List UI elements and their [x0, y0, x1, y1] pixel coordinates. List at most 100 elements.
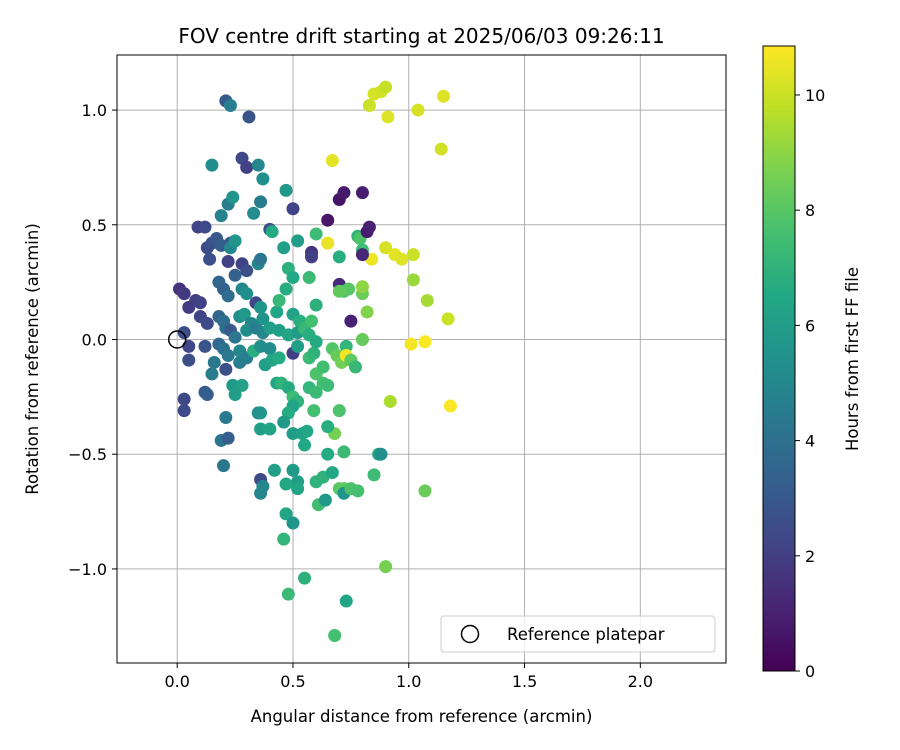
colorbar-tick-label: 6 — [805, 316, 815, 335]
x-axis-label: Angular distance from reference (arcmin) — [251, 707, 593, 726]
colorbar-tick-label: 10 — [805, 86, 825, 105]
legend-box — [440, 615, 716, 653]
data-point — [205, 367, 219, 381]
data-point — [221, 349, 235, 363]
data-point — [339, 339, 353, 353]
y-tick-label: 0.5 — [82, 216, 107, 235]
axis-ticks: 0.0 0.5 1.0 1.5 2.0 −1.0 −0.5 0.0 0.5 1.0 — [68, 101, 653, 691]
data-point — [254, 486, 268, 500]
data-point — [182, 339, 196, 353]
data-point — [272, 351, 286, 365]
data-point — [309, 227, 323, 241]
data-point — [309, 298, 323, 312]
data-point — [362, 220, 376, 234]
data-point — [270, 305, 284, 319]
data-point — [265, 225, 279, 239]
data-point — [349, 360, 363, 374]
y-tick-label: −0.5 — [68, 445, 107, 464]
data-point — [291, 482, 305, 496]
data-point — [286, 516, 300, 530]
data-point — [339, 594, 353, 608]
data-point — [223, 98, 237, 112]
data-point — [379, 560, 393, 574]
data-point — [177, 326, 191, 340]
colorbar-tick-label: 2 — [805, 547, 815, 566]
data-point — [367, 468, 381, 482]
data-point — [203, 252, 217, 266]
data-point — [286, 463, 300, 477]
data-point — [305, 314, 319, 328]
data-point — [177, 404, 191, 418]
y-tick-label: 1.0 — [82, 101, 107, 120]
data-point — [256, 312, 270, 326]
data-point — [193, 296, 207, 310]
data-point — [379, 241, 393, 255]
data-point — [207, 355, 221, 369]
data-point — [286, 271, 300, 285]
data-point — [300, 424, 314, 438]
data-point — [418, 484, 432, 498]
data-point — [374, 447, 388, 461]
data-point — [267, 463, 281, 477]
data-point — [240, 264, 254, 278]
data-point — [406, 248, 420, 262]
x-tick-label: 0.0 — [164, 672, 189, 691]
y-axis-label: Rotation from reference (arcmin) — [23, 223, 42, 495]
data-point — [221, 254, 235, 268]
data-point — [355, 248, 369, 262]
data-point — [254, 195, 268, 209]
data-point — [325, 466, 339, 480]
data-point — [328, 628, 342, 642]
data-point — [286, 427, 300, 441]
data-point — [291, 339, 305, 353]
data-point — [279, 183, 293, 197]
data-point — [395, 252, 409, 266]
data-point — [298, 571, 312, 585]
data-point — [309, 385, 323, 399]
data-point — [205, 158, 219, 172]
x-tick-label: 0.5 — [280, 672, 305, 691]
data-point — [219, 411, 233, 425]
data-point — [302, 271, 316, 285]
colorbar-tick-label: 8 — [805, 201, 815, 220]
data-point — [307, 404, 321, 418]
data-point — [254, 300, 268, 314]
data-point — [418, 335, 432, 349]
data-point — [321, 447, 335, 461]
data-point — [383, 394, 397, 408]
data-point — [242, 110, 256, 124]
data-point — [411, 103, 425, 117]
data-point — [291, 234, 305, 248]
data-point — [305, 250, 319, 264]
x-tick-label: 1.5 — [512, 672, 537, 691]
data-point — [177, 392, 191, 406]
legend-marker-icon — [460, 624, 480, 644]
x-tick-label: 2.0 — [628, 672, 653, 691]
data-point — [277, 241, 291, 255]
data-point — [321, 378, 335, 392]
colorbar-tick-label: 4 — [805, 432, 815, 451]
data-point — [344, 314, 358, 328]
data-point — [198, 339, 212, 353]
data-point — [240, 287, 254, 301]
data-point — [182, 300, 196, 314]
data-point — [337, 186, 351, 200]
data-point — [307, 346, 321, 360]
plot-background — [117, 55, 726, 663]
data-point — [360, 305, 374, 319]
data-point — [221, 431, 235, 445]
data-point — [228, 330, 242, 344]
data-point — [272, 293, 286, 307]
data-point — [279, 507, 293, 521]
data-point — [217, 459, 231, 473]
data-point — [441, 312, 455, 326]
chart-title: FOV centre drift starting at 2025/06/03 … — [178, 24, 664, 48]
data-point — [337, 445, 351, 459]
data-point — [277, 532, 291, 546]
data-point — [298, 438, 312, 452]
data-point — [355, 332, 369, 346]
data-point — [420, 293, 434, 307]
y-tick-label: −1.0 — [68, 560, 107, 579]
data-point — [256, 172, 270, 186]
data-point — [254, 406, 268, 420]
